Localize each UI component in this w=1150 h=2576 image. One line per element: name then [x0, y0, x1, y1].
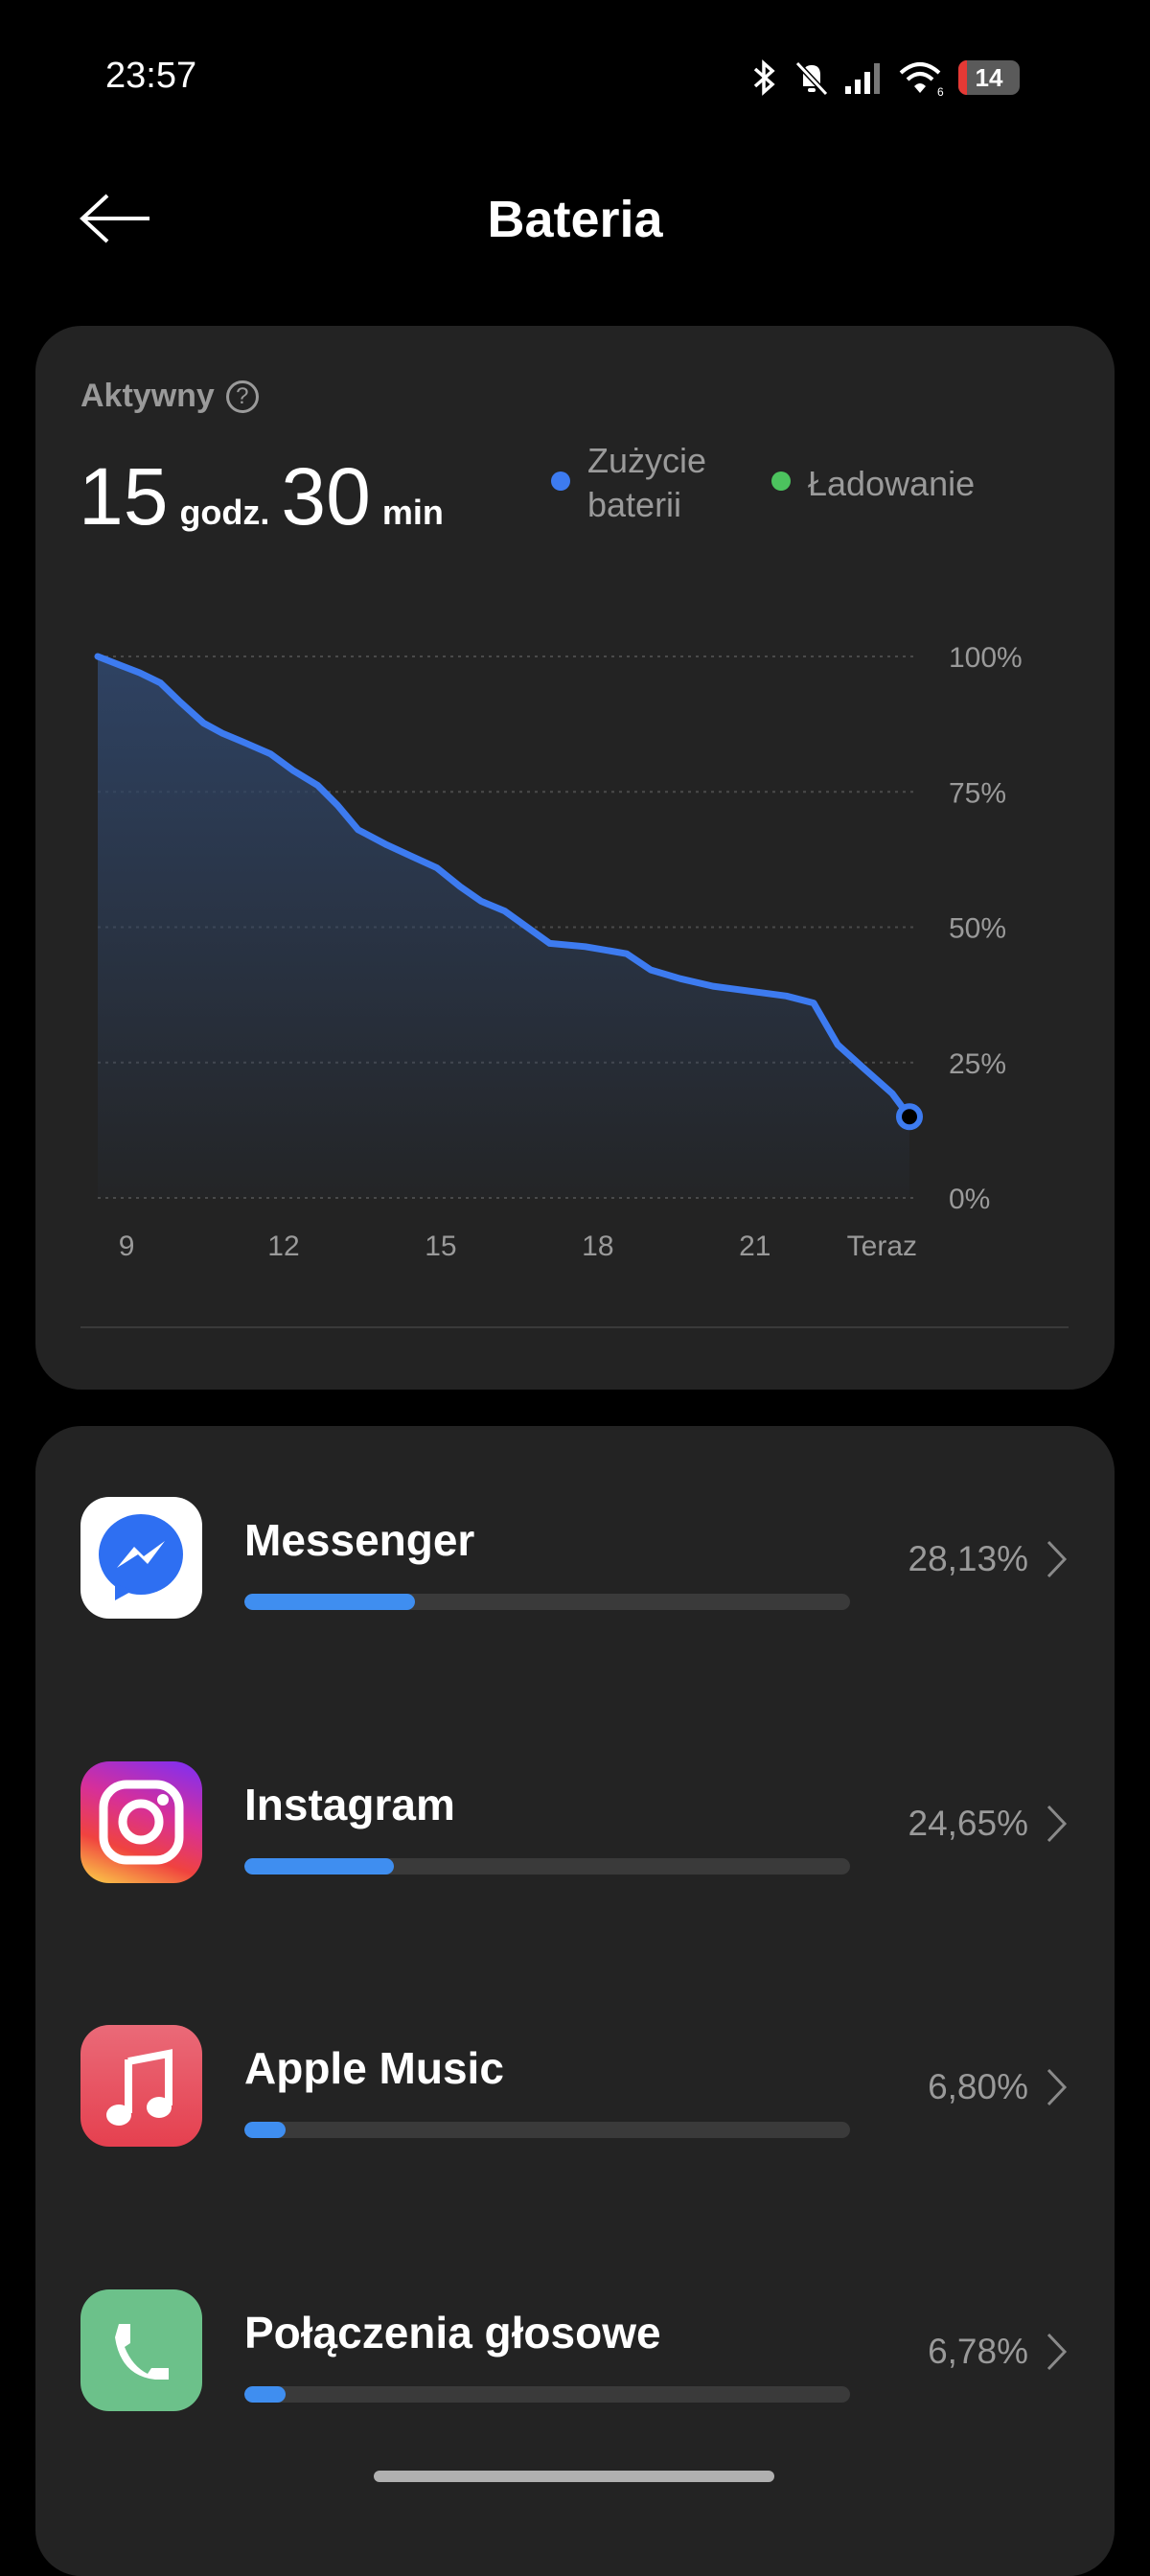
app-row-apple-music[interactable]: Apple Music 6,80% — [35, 2025, 1115, 2217]
app-percent: 6,78% — [928, 2332, 1028, 2371]
x-tick-label: 18 — [582, 1230, 613, 1262]
instagram-icon — [80, 1761, 202, 1883]
battery-level: 14 — [975, 62, 1003, 92]
apple-music-icon — [80, 2025, 202, 2147]
legend-dot-usage — [551, 472, 570, 491]
legend-charging: Ładowanie — [808, 464, 976, 503]
app-percent: 24,65% — [908, 1804, 1029, 1843]
y-tick-label: 0% — [949, 1184, 990, 1215]
y-tick-label: 50% — [949, 913, 1006, 945]
app-name: Instagram — [244, 1780, 455, 1829]
usage-bar-fill — [244, 1858, 394, 1874]
app-name: Apple Music — [244, 2043, 504, 2093]
wifi-icon: 6 — [899, 62, 944, 98]
usage-bar-fill — [244, 1594, 415, 1610]
app-percent: 6,80% — [928, 2067, 1028, 2106]
signal-icon — [845, 63, 880, 94]
battery-chart: 100% 75% 50% 25% 0% 9 12 15 18 21 Teraz — [94, 642, 1023, 1262]
app-row-voice-calls[interactable]: Połączenia głosowe 6,78% — [35, 2289, 1115, 2481]
usage-bar — [244, 2122, 850, 2138]
chevron-right-icon — [1046, 2068, 1068, 2106]
status-icons: 6 14 — [748, 58, 1020, 98]
minutes-unit: min — [381, 493, 444, 532]
app-row-messenger[interactable]: Messenger 28,13% — [35, 1497, 1115, 1689]
messenger-icon — [80, 1497, 202, 1619]
minutes-value: 30 — [281, 451, 371, 541]
legend-usage-line1: Zużycie — [587, 441, 707, 480]
battery-icon: 14 — [958, 60, 1020, 95]
x-tick-label: 12 — [267, 1230, 299, 1262]
app-percent: 28,13% — [908, 1539, 1029, 1578]
app-usage-card — [35, 1426, 1115, 2576]
hours-unit: godz. — [179, 493, 270, 532]
y-tick-label: 100% — [949, 642, 1023, 674]
bell-off-icon — [794, 60, 829, 97]
phone-icon — [80, 2289, 202, 2411]
chart-area — [98, 656, 909, 1198]
bluetooth-icon — [753, 59, 775, 96]
usage-bar-fill — [244, 2386, 286, 2403]
x-tick-label: Teraz — [847, 1230, 917, 1262]
chart-current-point — [896, 1103, 923, 1131]
legend-usage-line2: baterii — [587, 485, 682, 524]
chevron-right-icon — [1046, 1540, 1068, 1578]
page-title: Bateria — [487, 191, 663, 248]
active-duration: 15 godz. 30 min — [79, 450, 444, 543]
y-tick-label: 75% — [949, 777, 1006, 809]
usage-bar — [244, 2386, 850, 2403]
chevron-right-icon — [1046, 2333, 1068, 2371]
help-icon[interactable]: ? — [225, 380, 259, 413]
app-name: Messenger — [244, 1515, 475, 1565]
chevron-right-icon — [1046, 1805, 1068, 1843]
legend-usage: Zużycie baterii — [587, 439, 706, 527]
home-indicator[interactable] — [374, 2471, 774, 2482]
status-time: 23:57 — [105, 56, 197, 96]
active-label-text: Aktywny — [80, 378, 215, 414]
legend-dot-charging — [771, 472, 791, 491]
divider — [80, 1326, 1069, 1328]
usage-bar — [244, 1594, 850, 1610]
usage-bar-fill — [244, 2122, 286, 2138]
hours-value: 15 — [79, 451, 169, 541]
usage-bar — [244, 1858, 850, 1874]
x-tick-label: 9 — [119, 1230, 135, 1262]
wifi-label: 6 — [937, 85, 944, 98]
app-name: Połączenia głosowe — [244, 2308, 661, 2358]
x-tick-label: 15 — [425, 1230, 456, 1262]
y-tick-label: 25% — [949, 1048, 1006, 1080]
x-tick-label: 21 — [739, 1230, 770, 1262]
chart-line — [94, 653, 913, 1120]
app-row-instagram[interactable]: Instagram 24,65% — [35, 1761, 1115, 1953]
active-label: Aktywny ? — [80, 378, 259, 415]
arrow-left-icon[interactable] — [79, 192, 155, 245]
